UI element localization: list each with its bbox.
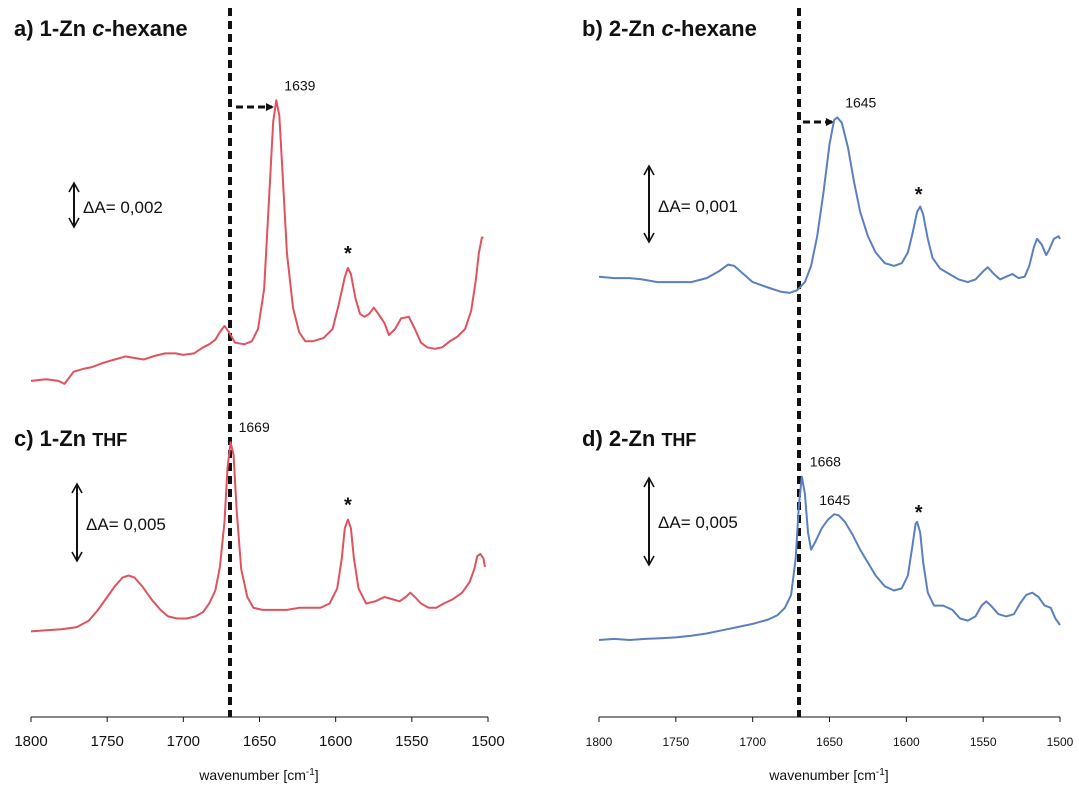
x-tick-label: 1600 <box>893 735 920 749</box>
x-tick-label: 1500 <box>1047 735 1074 749</box>
scale-bar-b-label: ΔA= 0,001 <box>658 197 738 216</box>
x-tick-label: 1600 <box>319 733 352 750</box>
scale-bar-d-label: ΔA= 0,005 <box>658 513 738 532</box>
x-tick-label: 1800 <box>14 733 47 750</box>
spectrum-c-line <box>30 441 486 633</box>
x-tick-label: 1750 <box>662 735 689 749</box>
spectrum-d-line <box>598 475 1061 641</box>
peak-label-c: 1669 <box>239 419 270 435</box>
x-tick-label: 1650 <box>243 733 276 750</box>
x-axis-label-left: wavenumber [cm-1] <box>198 767 318 783</box>
x-tick-label: 1750 <box>90 733 123 750</box>
peak-label-d-secondary: 1645 <box>819 492 850 508</box>
star-marker-a: * <box>344 243 352 265</box>
peak-label-b: 1645 <box>845 94 876 110</box>
panel-d-title: d) 2-Zn THF <box>582 426 696 451</box>
x-tick-label: 1550 <box>970 735 997 749</box>
star-marker-b: * <box>915 184 923 206</box>
panel-b-title: b) 2-Zn c-hexane <box>582 16 757 41</box>
x-tick-label: 1700 <box>167 733 200 750</box>
peak-label-d: 1668 <box>810 454 841 470</box>
x-ticks-left: 1800 1750 1700 1650 1600 1550 1500 <box>14 717 505 750</box>
peak-label-a: 1639 <box>284 77 315 93</box>
star-marker-d: * <box>915 502 923 524</box>
x-axis-label-right: wavenumber [cm-1] <box>768 767 888 783</box>
x-ticks-right: 1800 1750 1700 1650 1600 1550 1500 <box>586 717 1074 749</box>
x-tick-label: 1800 <box>586 735 613 749</box>
panel-c-title: c) 1-Zn THF <box>14 426 127 451</box>
x-tick-label: 1500 <box>471 733 504 750</box>
x-tick-label: 1700 <box>739 735 766 749</box>
spectrum-b-line <box>598 116 1061 294</box>
x-tick-label: 1650 <box>816 735 843 749</box>
star-marker-c: * <box>344 495 352 517</box>
spectrum-a-line <box>30 99 484 385</box>
scale-bar-a-label: ΔA= 0,002 <box>83 198 163 217</box>
scale-bar-c-label: ΔA= 0,005 <box>86 515 166 534</box>
x-tick-label: 1550 <box>395 733 428 750</box>
panel-a-title: a) 1-Zn c-hexane <box>14 16 188 41</box>
